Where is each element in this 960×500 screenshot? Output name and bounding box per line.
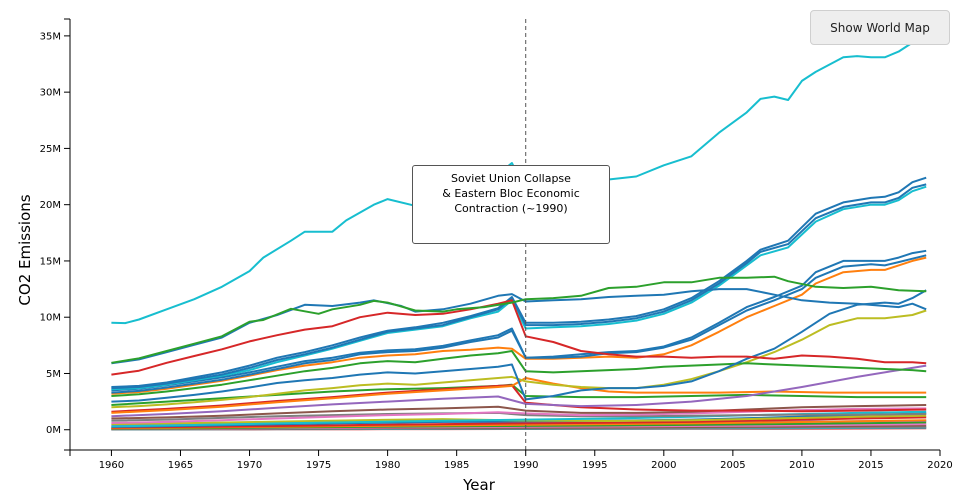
x-tick-label: 1970: [237, 460, 262, 471]
x-tick-label: 1990: [513, 460, 538, 471]
series-line: [111, 299, 927, 376]
series-line: [111, 183, 927, 390]
series-line: [111, 411, 927, 422]
annotation-line: Soviet Union Collapse: [451, 172, 571, 185]
y-tick-label: 30M: [40, 88, 61, 99]
series-line: [111, 35, 927, 325]
y-tick-label: 10M: [40, 313, 61, 324]
series-line: [111, 416, 927, 429]
x-tick-label: 1975: [306, 460, 331, 471]
series-line: [111, 377, 927, 414]
y-tick-label: 5M: [46, 369, 61, 380]
series-lines: [111, 35, 927, 431]
x-tick-label: 1980: [375, 460, 400, 471]
x-axis: 1960 1965 1970 1975 1980 1985 1990 1995 2000 2005…: [69, 449, 953, 471]
show-world-map-button[interactable]: Show World Map: [810, 10, 950, 45]
y-tick-label: 25M: [40, 144, 61, 155]
series-line: [111, 309, 927, 409]
x-tick-label: 2005: [720, 460, 745, 471]
x-tick-label: 2010: [789, 460, 814, 471]
y-tick-label: 20M: [40, 200, 61, 211]
x-tick-label: 1995: [582, 460, 607, 471]
y-tick-label: 0M: [46, 425, 61, 436]
y-axis: 0M 5M 10M 15M 20M 25M 30M 35M: [40, 18, 71, 451]
series-line: [111, 176, 927, 388]
annotation-line: Contraction (~1990): [454, 202, 568, 215]
y-tick-label: 15M: [40, 256, 61, 267]
series-line: [111, 256, 927, 395]
annotation-soviet-collapse: Soviet Union Collapse & Eastern Bloc Eco…: [412, 165, 610, 244]
x-tick-label: 1960: [99, 460, 124, 471]
y-tick-label: 35M: [40, 31, 61, 42]
series-line: [111, 254, 927, 394]
annotation-line: & Eastern Bloc Economic: [442, 187, 580, 200]
x-tick-label: 2015: [858, 460, 883, 471]
x-tick-label: 1965: [168, 460, 193, 471]
series-line: [111, 404, 927, 420]
x-tick-label: 2020: [927, 460, 952, 471]
series-line: [111, 275, 927, 364]
x-tick-label: 2000: [651, 460, 676, 471]
x-axis-title: Year: [462, 476, 496, 494]
series-line: [111, 350, 927, 397]
series-line: [111, 288, 927, 365]
x-tick-label: 1985: [444, 460, 469, 471]
series-line: [111, 185, 927, 391]
series-line: [111, 364, 927, 418]
y-axis-title: CO2 Emissions: [16, 194, 34, 305]
